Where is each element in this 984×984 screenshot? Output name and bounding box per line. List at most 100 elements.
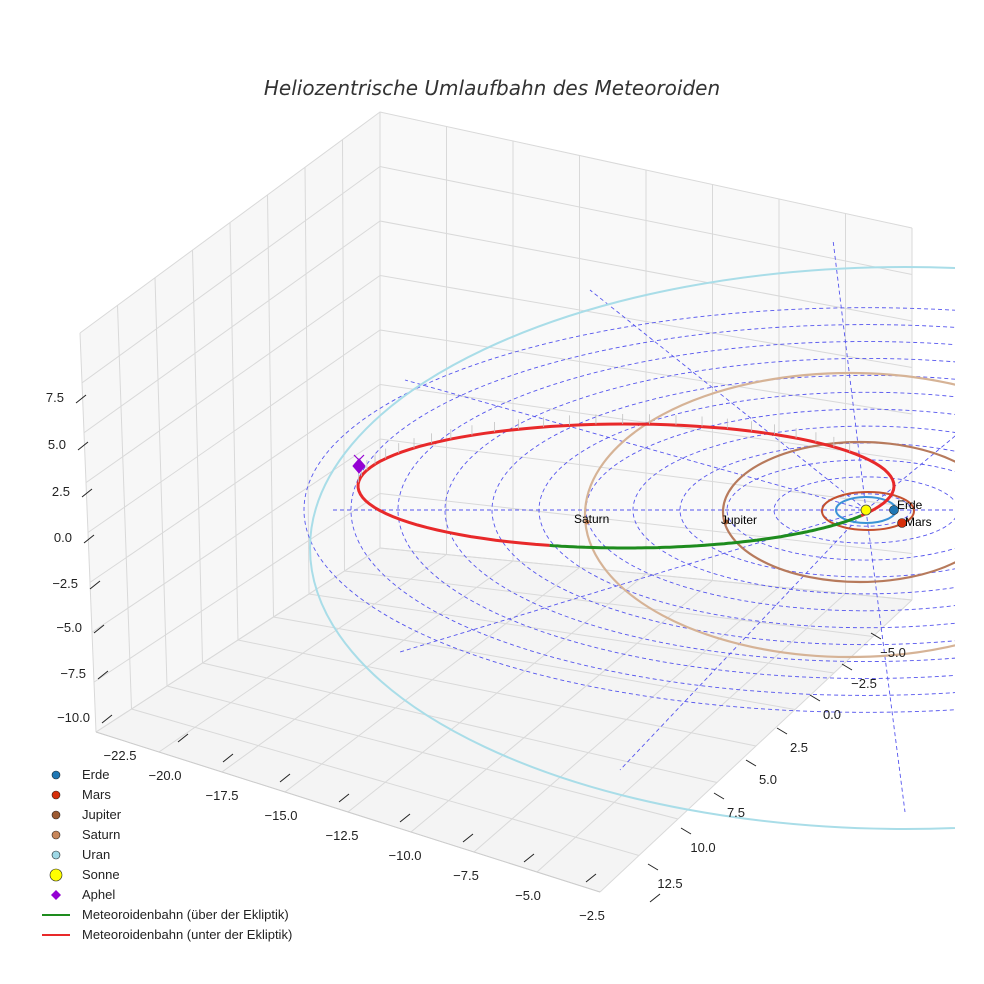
z-tick-label: 2.5 <box>52 484 70 499</box>
z-tick-label: 7.5 <box>46 390 64 405</box>
z-tick-label: −2.5 <box>52 576 78 591</box>
y-tick <box>647 863 659 871</box>
y-tick-label: 0.0 <box>823 707 841 722</box>
x-tick-label: −22.5 <box>104 748 137 763</box>
planet-orbits <box>309 266 955 830</box>
ecliptic-spoke <box>619 509 867 771</box>
y-tick <box>809 694 821 702</box>
earth-marker <box>889 505 899 515</box>
x-tick <box>399 813 411 823</box>
z-tick-label: −7.5 <box>60 666 86 681</box>
legend: Erde Mars Jupiter Saturn Uran Sonne Aphel Meteo… <box>42 767 292 942</box>
jupiter-label: Jupiter <box>721 513 757 527</box>
x-tick <box>338 793 350 803</box>
gridline <box>536 593 846 873</box>
legend-label: Jupiter <box>82 807 122 822</box>
jupiter-marker <box>723 519 729 525</box>
orbit-mars <box>821 491 915 531</box>
y-tick <box>870 632 882 640</box>
x-tick <box>222 753 234 763</box>
mars-label: Mars <box>905 515 932 529</box>
legend-label: Erde <box>82 767 109 782</box>
legend-marker <box>51 890 61 900</box>
legend-marker <box>51 850 61 860</box>
legend-label: Sonne <box>82 867 120 882</box>
y-tick-label: 5.0 <box>759 772 777 787</box>
left-pane <box>80 112 380 732</box>
z-tick-label: −5.0 <box>56 620 82 635</box>
earth-label: Erde <box>897 498 923 512</box>
y-tick <box>745 759 757 767</box>
ecliptic-spoke <box>589 289 867 511</box>
mars-marker <box>897 518 907 528</box>
gridline <box>273 616 796 710</box>
saturn-marker <box>584 519 590 525</box>
ecliptic-ring <box>491 374 955 646</box>
legend-label: Saturn <box>82 827 120 842</box>
ecliptic-ring <box>632 425 955 595</box>
gridline <box>379 547 913 601</box>
orbit-segment-above <box>549 514 862 550</box>
axis-panes <box>80 112 912 892</box>
aphel-cross <box>353 454 365 466</box>
saturn-label: Saturn <box>574 512 609 526</box>
gridline <box>410 580 713 833</box>
x-tick <box>585 873 597 883</box>
y-tick <box>841 663 853 671</box>
x-tick-label: −15.0 <box>265 808 298 823</box>
gridline <box>599 599 913 893</box>
ecliptic-ring <box>397 341 955 679</box>
z-tick <box>83 534 95 544</box>
y-tick-label: 2.5 <box>790 740 808 755</box>
legend-marker <box>49 868 63 882</box>
gridline <box>347 573 647 813</box>
ecliptic-spoke <box>404 379 867 511</box>
y-tick <box>680 827 692 835</box>
legend-marker <box>51 830 61 840</box>
z-tick-label: 5.0 <box>48 437 66 452</box>
legend-marker <box>51 790 61 800</box>
x-tick-label: −10.0 <box>389 848 422 863</box>
z-tick <box>89 580 101 590</box>
z-tick <box>77 441 89 451</box>
x-tick-label: −5.0 <box>515 888 541 903</box>
x-tick-label: −2.5 <box>579 908 605 923</box>
ecliptic-ring <box>303 307 955 713</box>
z-tick <box>75 394 87 404</box>
ecliptic-ring <box>444 358 955 662</box>
bodies: Erde Mars Jupiter Saturn <box>352 454 932 529</box>
ecliptic-spoke <box>865 509 906 813</box>
y-tick <box>713 792 725 800</box>
legend-label: Meteoroidenbahn (unter der Ekliptik) <box>82 927 292 942</box>
x-tick <box>523 853 535 863</box>
orbit-jupiter <box>721 440 955 584</box>
orbit-saturn <box>583 371 955 659</box>
ecliptic-spoke <box>832 239 867 511</box>
y-tick-label: 10.0 <box>690 840 715 855</box>
gridline <box>473 586 780 853</box>
legend-label: Meteoroidenbahn (über der Ekliptik) <box>82 907 289 922</box>
x-tick-label: −12.5 <box>326 828 359 843</box>
y-tick-label: 7.5 <box>727 805 745 820</box>
z-tick <box>97 670 109 680</box>
sun-marker <box>860 504 872 516</box>
ecliptic-grid <box>303 239 955 813</box>
x-tick-label: −20.0 <box>149 768 182 783</box>
gridline <box>267 194 274 618</box>
x-axis-line <box>95 731 601 893</box>
legend-label: Aphel <box>82 887 115 902</box>
ecliptic-ring <box>773 476 955 544</box>
gridline <box>308 593 835 674</box>
z-tick-label: 0.0 <box>54 530 72 545</box>
chart-title: Heliozentrische Umlaufbahn des Meteoroid… <box>264 76 720 100</box>
z-tick <box>81 488 93 498</box>
x-tick <box>462 833 474 843</box>
x-tick <box>649 893 661 903</box>
y-tick <box>776 727 788 735</box>
gridline <box>344 570 874 637</box>
legend-label: Uran <box>82 847 110 862</box>
y-tick-label: −2.5 <box>851 676 877 691</box>
z-tick <box>101 714 113 724</box>
gridline <box>342 139 345 572</box>
x-tick-label: −17.5 <box>206 788 239 803</box>
